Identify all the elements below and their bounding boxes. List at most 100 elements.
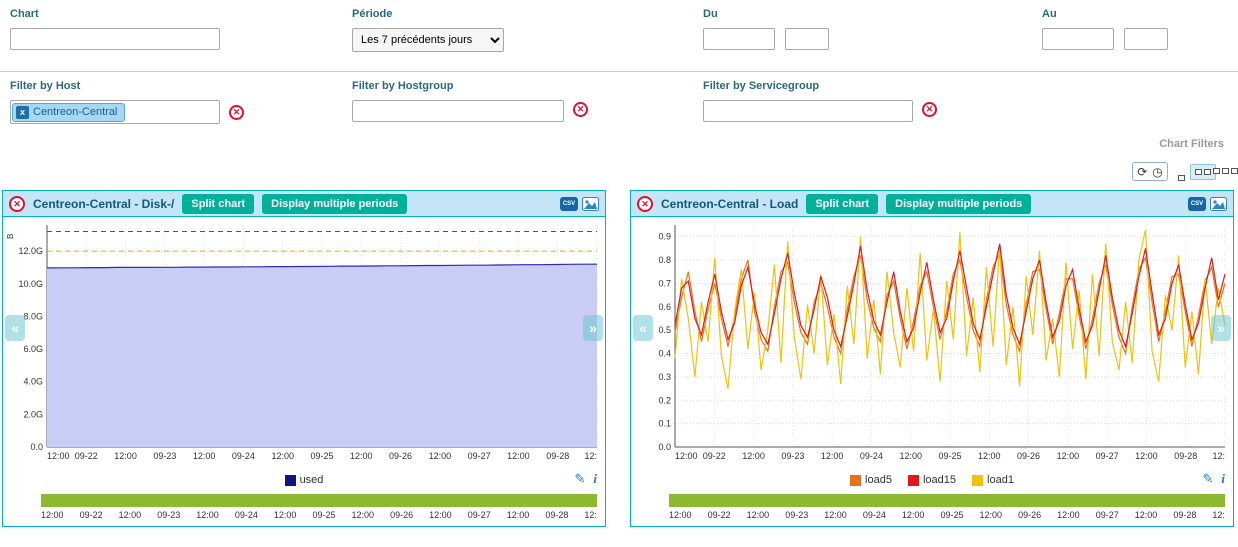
two-column-icon: [1195, 169, 1202, 175]
servicegroup-filter-group: Filter by Servicegroup ✕: [703, 80, 937, 122]
edit-pencil-icon[interactable]: ✎: [1202, 471, 1214, 486]
legend-row: load5 load15 load1 ✎ i: [631, 468, 1233, 492]
charts-grid: ✕ Centreon-Central - Disk-/ Split chart …: [0, 190, 1238, 527]
timeline-tick-label: 12:: [1212, 510, 1225, 520]
timeline-status-bar[interactable]: [41, 494, 597, 507]
plot-area: 12:00 09-22 12:00 09-23 12:00 09-24 12:00 09-25…: [3, 217, 605, 468]
disk-usage-chart[interactable]: 12:00 09-22 12:00 09-23 12:00 09-24 12:00 09-25…: [3, 217, 605, 463]
period-clock-icon[interactable]: ◷: [1152, 164, 1163, 179]
svg-text:12:00: 12:00: [1057, 451, 1080, 461]
split-chart-button[interactable]: Split chart: [182, 193, 255, 214]
svg-text:0.1: 0.1: [658, 419, 671, 429]
timeline-status-bar[interactable]: [669, 494, 1225, 507]
panel-title: Centreon-Central - Disk-/: [33, 196, 175, 211]
hostgroup-filter-input[interactable]: [352, 100, 564, 122]
svg-text:8.0G: 8.0G: [23, 311, 43, 321]
legend-label: load1: [987, 474, 1014, 486]
svg-text:09-26: 09-26: [389, 451, 412, 461]
periode-filter-group: Période Les 7 précédents jours: [352, 8, 504, 52]
legend-label: load5: [865, 474, 892, 486]
scroll-left-button[interactable]: «: [5, 315, 25, 341]
svg-text:2.0G: 2.0G: [23, 409, 43, 419]
svg-text:09-24: 09-24: [232, 451, 255, 461]
legend-label: load15: [922, 474, 957, 486]
split-chart-button[interactable]: Split chart: [806, 193, 879, 214]
host-filter-clear-icon[interactable]: ✕: [229, 104, 244, 120]
svg-text:12:00: 12:00: [899, 451, 922, 461]
refresh-icon[interactable]: ⟳: [1137, 164, 1148, 179]
svg-text:09-25: 09-25: [310, 451, 333, 461]
timeline-tick-label: 09-27: [1095, 510, 1119, 520]
close-icon[interactable]: ✕: [9, 195, 25, 212]
du-date-input[interactable]: [703, 28, 775, 50]
panel-title: Centreon-Central - Load: [661, 196, 799, 211]
layout-one-column-toggle[interactable]: [1178, 168, 1185, 186]
au-date-input[interactable]: [1042, 28, 1114, 50]
svg-text:09-27: 09-27: [1096, 451, 1119, 461]
hostgroup-filter-clear-icon[interactable]: ✕: [573, 102, 588, 118]
timeline-tick-label: 09-25: [940, 510, 964, 520]
export-image-icon[interactable]: [1210, 196, 1227, 211]
load-chart[interactable]: 12:00 09-22 12:00 09-23 12:00 09-24 12:00 09-25…: [631, 217, 1233, 463]
du-time-input[interactable]: [785, 28, 830, 50]
legend-item[interactable]: load5: [850, 474, 892, 486]
info-icon[interactable]: i: [593, 471, 597, 486]
legend-item[interactable]: load15: [907, 474, 957, 486]
timeline-tick-label: 12:00: [118, 510, 142, 520]
servicegroup-filter-label: Filter by Servicegroup: [703, 80, 820, 92]
au-time-input[interactable]: [1124, 28, 1169, 50]
du-label: Du: [703, 8, 718, 20]
svg-text:0.0: 0.0: [658, 442, 671, 452]
servicegroup-filter-input[interactable]: [703, 100, 913, 122]
close-icon[interactable]: ✕: [637, 195, 653, 212]
au-filter-group: Au: [1042, 8, 1169, 50]
timeline-tick-label: 09-23: [785, 510, 809, 520]
filter-row-secondary: Filter by Host x Centreon-Central ✕ Filt…: [0, 72, 1238, 154]
legend-item[interactable]: used: [284, 474, 323, 486]
svg-text:12:00: 12:00: [978, 451, 1001, 461]
svg-text:0.6: 0.6: [658, 302, 671, 312]
host-filter-input[interactable]: x Centreon-Central: [10, 100, 220, 124]
tag-remove-icon[interactable]: x: [16, 105, 29, 119]
display-multiple-periods-button[interactable]: Display multiple periods: [886, 193, 1032, 214]
export-image-icon[interactable]: [582, 196, 599, 211]
timeline-tick-label: 09-24: [862, 510, 886, 520]
periode-label: Période: [352, 8, 393, 20]
timeline-tick-label: 12:00: [979, 510, 1003, 520]
svg-text:12:00: 12:00: [507, 451, 530, 461]
chart-filter-input[interactable]: [10, 28, 220, 50]
svg-text:0.2: 0.2: [658, 395, 671, 405]
timeline-tick-label: 12:00: [746, 510, 770, 520]
svg-text:09-28: 09-28: [1174, 451, 1197, 461]
svg-text:0.5: 0.5: [658, 325, 671, 335]
timeline-tick-label: 12:: [584, 510, 597, 520]
svg-text:12:00: 12:00: [429, 451, 452, 461]
timeline-tick-label: 09-26: [1018, 510, 1042, 520]
scroll-left-button[interactable]: «: [633, 315, 653, 341]
export-csv-icon[interactable]: CSV: [560, 196, 578, 211]
timeline-tick-label: 12:00: [41, 510, 64, 520]
info-icon[interactable]: i: [1221, 471, 1225, 486]
svg-text:0.9: 0.9: [658, 232, 671, 242]
svg-text:09-25: 09-25: [938, 451, 961, 461]
timeline-tick-label: 09-26: [390, 510, 414, 520]
timeline-tick-labels: 12:00 09-22 12:00 09-23 12:00 09-24 12:00 09-25…: [669, 510, 1225, 520]
svg-text:09-22: 09-22: [703, 451, 726, 461]
svg-text:0.0: 0.0: [30, 442, 43, 452]
three-column-icon: [1231, 168, 1238, 174]
legend-item[interactable]: load1: [972, 474, 1014, 486]
legend: load5 load15 load1: [850, 474, 1014, 486]
graphs-toolbar: ⟳ ◷: [0, 154, 1238, 188]
timeline-tick-label: 12:00: [1057, 510, 1080, 520]
scroll-right-button[interactable]: »: [583, 315, 603, 341]
plot-area: 12:00 09-22 12:00 09-23 12:00 09-24 12:00 09-25…: [631, 217, 1233, 468]
three-column-icon: [1213, 168, 1220, 174]
periode-select[interactable]: Les 7 précédents jours: [352, 28, 504, 52]
display-multiple-periods-button[interactable]: Display multiple periods: [262, 193, 408, 214]
edit-pencil-icon[interactable]: ✎: [574, 471, 586, 486]
export-csv-icon[interactable]: CSV: [1188, 196, 1206, 211]
servicegroup-filter-clear-icon[interactable]: ✕: [922, 102, 937, 118]
host-filter-group: Filter by Host x Centreon-Central ✕: [10, 80, 244, 124]
layout-three-column-toggle[interactable]: [1213, 168, 1238, 174]
scroll-right-button[interactable]: »: [1211, 315, 1231, 341]
